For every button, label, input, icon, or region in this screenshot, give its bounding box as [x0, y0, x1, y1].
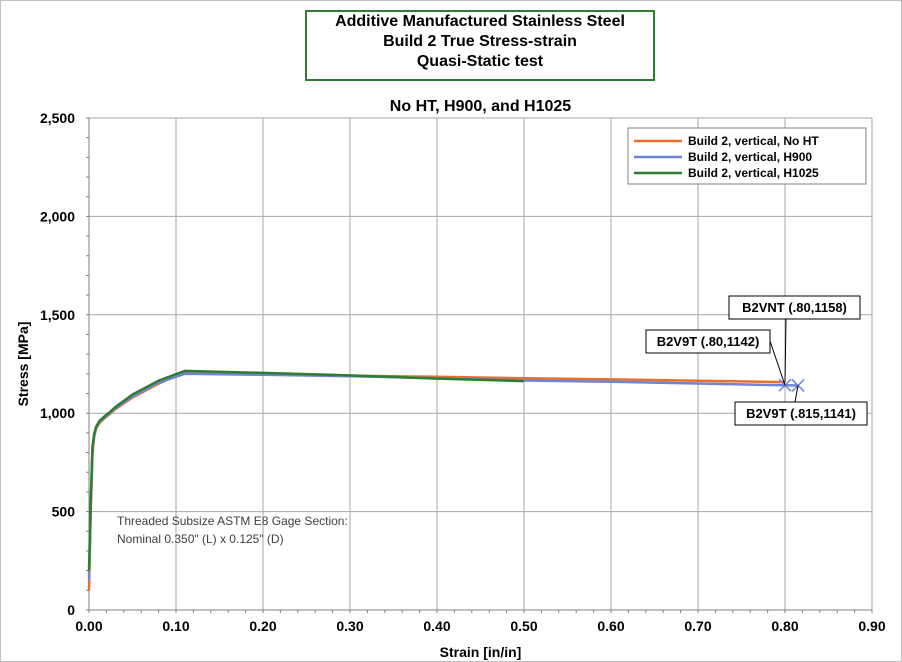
series-line-3	[87, 369, 525, 571]
y-tick-label: 0	[67, 602, 75, 618]
x-tick-label: 0.70	[684, 618, 711, 634]
y-tick-label: 1,500	[40, 307, 75, 323]
callout-label: B2V9T (.815,1141)	[746, 406, 856, 421]
x-tick-label: 0.60	[597, 618, 624, 634]
legend: Build 2, vertical, No HT Build 2, vertica…	[627, 127, 867, 185]
x-tick-label: 0.30	[336, 618, 363, 634]
y-tick-label: 2,500	[40, 110, 75, 126]
chart-title-line-2: Build 2 True Stress-strain	[383, 33, 577, 50]
x-tick-label: 0.10	[162, 618, 189, 634]
x-tick-label: 0.80	[771, 618, 798, 634]
callout-leader	[794, 385, 799, 403]
x-axis-label: Strain [in/in]	[440, 644, 522, 660]
plot-area	[89, 118, 872, 610]
chart-title-line-1: Additive Manufactured Stainless Steel	[335, 13, 625, 30]
x-tick-label: 0.40	[423, 618, 450, 634]
x-tick-label: 0.00	[75, 618, 102, 634]
legend-label: Build 2, vertical, H900	[688, 150, 812, 164]
chart-subtitle: No HT, H900, and H1025	[389, 98, 572, 115]
callout-label: B2VNT (.80,1158)	[742, 300, 847, 315]
y-axis-label: Stress [MPa]	[15, 322, 31, 407]
callout-label: B2V9T (.80,1142)	[657, 334, 760, 349]
y-tick-label: 1,000	[40, 405, 75, 421]
specimen-note-line: Threaded Subsize ASTM E8 Gage Section:	[117, 514, 348, 528]
callout-leader	[784, 318, 787, 383]
callout-box	[645, 329, 771, 354]
chart-title-box: Additive Manufactured Stainless Steel Bu…	[305, 10, 655, 81]
callout-box	[734, 401, 868, 426]
legend-label: Build 2, vertical, H1025	[688, 166, 819, 180]
x-tick-label: 0.20	[249, 618, 276, 634]
y-tick-label: 500	[52, 504, 76, 520]
callout-box	[728, 295, 861, 320]
x-tick-label: 0.90	[858, 618, 885, 634]
x-tick-label: 0.50	[510, 618, 537, 634]
legend-label: Build 2, vertical, No HT	[688, 134, 819, 148]
specimen-note-line: Nominal 0.350" (L) x 0.125" (D)	[117, 532, 284, 546]
chart-title-line-3: Quasi-Static test	[416, 53, 544, 70]
y-tick-label: 2,000	[40, 208, 75, 224]
callout-leader	[769, 340, 786, 386]
